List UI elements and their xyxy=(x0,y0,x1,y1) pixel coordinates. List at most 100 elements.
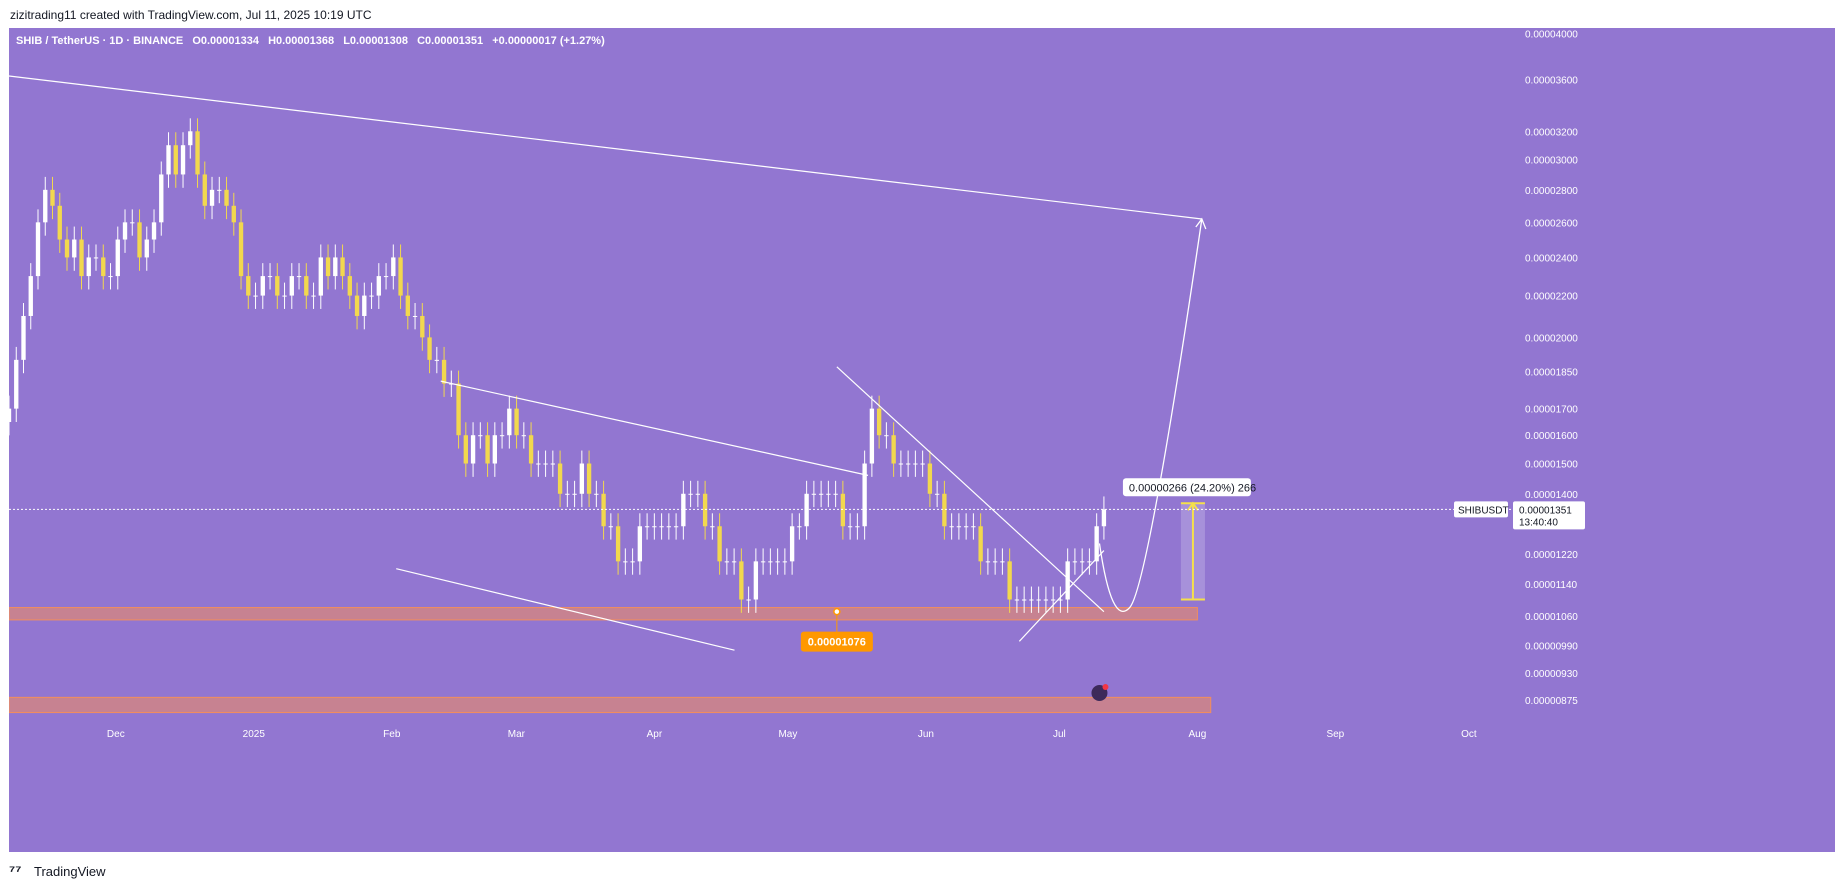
candle-body xyxy=(79,239,84,277)
candle-body xyxy=(362,295,367,316)
candle-body xyxy=(884,435,889,437)
candle-body xyxy=(681,493,686,527)
candle-body xyxy=(630,561,635,563)
x-tick-label: Sep xyxy=(1326,729,1344,740)
candle-body xyxy=(398,257,403,296)
chart-svg: 0.00000266 (24.20%) 266 0.00001076 SHIBUSD… xyxy=(9,28,1835,852)
candle-body xyxy=(354,295,360,316)
candle-body xyxy=(601,493,606,527)
candle-body xyxy=(282,295,287,297)
candle-body xyxy=(180,145,186,175)
candle-body xyxy=(217,189,222,191)
candle-body xyxy=(507,408,512,436)
candle-body xyxy=(811,493,817,495)
candle-body xyxy=(151,222,157,240)
legend-close: C0.00001351 xyxy=(417,35,484,47)
candle-body xyxy=(1079,561,1085,563)
candle-body xyxy=(9,408,12,422)
candle-body xyxy=(340,257,345,277)
candle-body xyxy=(412,315,418,317)
measure-label: 0.00000266 (24.20%) 266 xyxy=(1129,482,1256,494)
y-tick-label: 0.00001400 xyxy=(1525,490,1578,501)
candle-body xyxy=(64,239,70,258)
trendline-wedge-bottom xyxy=(1018,550,1105,642)
candle-body xyxy=(528,435,534,464)
price-axis-background xyxy=(1549,28,1835,852)
countdown-label: 13:40:40 xyxy=(1519,517,1558,528)
y-tick-label: 0.00001600 xyxy=(1525,431,1578,442)
support-zone xyxy=(9,607,1198,621)
candle-body xyxy=(1094,526,1099,562)
candle-body xyxy=(1000,561,1005,563)
candle-body xyxy=(137,222,142,258)
candle-body xyxy=(869,408,875,464)
candle-body xyxy=(543,463,548,465)
candle-body xyxy=(753,561,759,600)
y-tick-label: 0.00000875 xyxy=(1525,696,1578,707)
header-credit: zizitrading11 created with TradingView.c… xyxy=(10,8,372,22)
candle-body xyxy=(260,276,265,296)
legend-low: L0.00001308 xyxy=(343,35,409,47)
ticker-label: SHIBUSDT xyxy=(1458,505,1509,516)
chart-background xyxy=(9,28,1835,852)
candle-body xyxy=(470,435,476,464)
support-label: 0.00001076 xyxy=(808,637,866,649)
candle-body xyxy=(855,526,860,528)
candle-body xyxy=(695,493,701,495)
candle-body xyxy=(1072,561,1078,563)
candle-body xyxy=(768,561,773,563)
x-tick-label: Apr xyxy=(647,729,663,740)
y-tick-label: 0.00003600 xyxy=(1525,76,1578,87)
x-tick-label: Jul xyxy=(1053,729,1066,740)
candle-body xyxy=(456,383,461,436)
candle-body xyxy=(963,526,969,528)
y-tick-label: 0.00001850 xyxy=(1525,368,1578,379)
tradingview-logo-icon[interactable]: ⁷⁷ xyxy=(9,863,22,880)
price-label-box xyxy=(1513,501,1585,530)
candle-body xyxy=(905,463,911,465)
candle-body xyxy=(1007,561,1012,600)
measure-arrowhead xyxy=(1187,501,1199,511)
candle-body xyxy=(1021,599,1027,601)
x-tick-label: Feb xyxy=(383,729,401,740)
candle-body xyxy=(224,189,229,206)
candle-body xyxy=(1014,599,1020,601)
candle-body xyxy=(731,561,737,563)
candle-body xyxy=(333,257,338,277)
candle-body xyxy=(934,493,940,495)
candle-body xyxy=(93,257,99,259)
candle-body xyxy=(50,189,55,206)
legend-pair[interactable]: SHIB / TetherUS · 1D · BINANCE xyxy=(16,35,184,47)
candle-body xyxy=(195,131,200,175)
candle-body xyxy=(492,435,497,464)
y-tick-label: 0.00001700 xyxy=(1525,405,1578,416)
candle-body xyxy=(608,526,614,528)
candle-body xyxy=(130,222,135,224)
candle-body xyxy=(1101,509,1107,527)
candle-body xyxy=(1043,599,1049,601)
candle-body xyxy=(536,463,541,465)
trendline-wedge-top xyxy=(836,366,1105,613)
candle-body xyxy=(434,359,439,361)
candle-body xyxy=(898,463,904,465)
candle-body xyxy=(463,435,468,464)
candle-body xyxy=(441,359,447,384)
candle-body xyxy=(782,561,788,563)
candle-body xyxy=(942,493,947,527)
candle-body xyxy=(949,526,954,528)
candle-body xyxy=(485,435,490,464)
candle-body xyxy=(666,526,672,528)
candle-body xyxy=(1036,599,1041,601)
candle-body xyxy=(43,189,48,223)
candle-body xyxy=(775,561,780,563)
y-tick-label: 0.00004000 xyxy=(1525,29,1578,40)
lower-zone xyxy=(9,696,1212,714)
candle-body xyxy=(391,257,396,277)
footer-brand[interactable]: TradingView xyxy=(34,864,106,879)
candle-body xyxy=(188,131,193,146)
y-tick-label: 0.00002600 xyxy=(1525,218,1578,229)
y-tick-label: 0.00003200 xyxy=(1525,127,1578,138)
price-label: 0.00001351 xyxy=(1519,505,1572,516)
chart-area[interactable]: 0.00000266 (24.20%) 266 0.00001076 SHIBUSD… xyxy=(9,28,1835,852)
candle-body xyxy=(1058,599,1063,601)
